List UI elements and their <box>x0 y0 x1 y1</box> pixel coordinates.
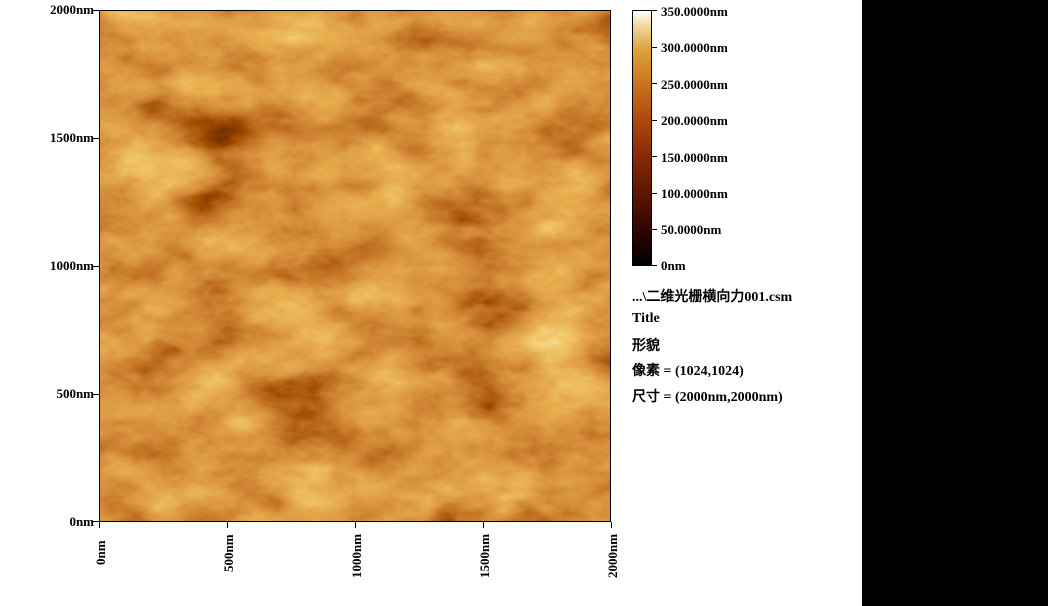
scan-mode: 形貌 <box>632 339 660 354</box>
colorbar-tick <box>652 229 657 230</box>
x-tick <box>611 522 612 528</box>
x-tick <box>483 522 484 528</box>
x-tick <box>227 522 228 528</box>
topography-texture <box>100 11 610 521</box>
colorbar-label: 300.0000nm <box>661 40 728 55</box>
colorbar-label: 250.0000nm <box>661 77 728 92</box>
colorbar-label: 350.0000nm <box>661 4 728 19</box>
x-tick-label: 2000nm <box>605 533 620 578</box>
y-tick-label: 1500nm <box>49 130 94 145</box>
scan-size: 尺寸 = (2000nm,2000nm) <box>632 390 783 405</box>
colorbar-tick <box>652 10 657 11</box>
y-tick-label: 500nm <box>56 386 94 401</box>
colorbar-label: 200.0000nm <box>661 113 728 128</box>
y-tick-label: 0nm <box>69 514 94 529</box>
colorbar-tick <box>652 83 657 84</box>
y-tick <box>93 138 99 139</box>
x-tick-label: 1500nm <box>477 533 492 578</box>
file-name: ...\二维光栅横向力001.csm <box>632 290 793 305</box>
y-tick <box>93 266 99 267</box>
colorbar-tick <box>652 156 657 157</box>
x-tick-label: 1000nm <box>349 533 364 578</box>
x-tick-label: 500nm <box>221 534 236 572</box>
colorbar-tick <box>652 193 657 194</box>
y-tick <box>93 10 99 11</box>
colorbar-tick <box>652 47 657 48</box>
x-tick <box>355 522 356 528</box>
y-tick-label: 1000nm <box>49 258 94 273</box>
black-side-panel <box>862 0 1048 606</box>
colorbar-label: 50.0000nm <box>661 222 722 237</box>
colorbar-tick <box>652 265 657 266</box>
colorbar-tick <box>652 120 657 121</box>
colorbar-label: 0nm <box>661 258 686 273</box>
x-tick-label: 0nm <box>93 540 108 565</box>
x-tick <box>99 522 100 528</box>
y-tick <box>93 394 99 395</box>
afm-topography-image[interactable] <box>99 10 611 522</box>
image-title: Title <box>632 311 660 326</box>
colorbar-label: 100.0000nm <box>661 186 728 201</box>
height-colorbar <box>632 10 652 266</box>
colorbar-label: 150.0000nm <box>661 150 728 165</box>
y-tick-label: 2000nm <box>49 2 94 17</box>
y-tick <box>93 521 99 522</box>
pixel-count: 像素 = (1024,1024) <box>632 364 744 379</box>
